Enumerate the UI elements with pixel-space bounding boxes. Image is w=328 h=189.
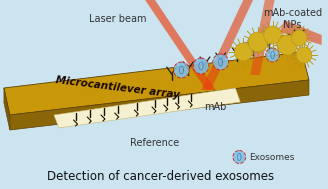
- Circle shape: [213, 54, 229, 70]
- Circle shape: [235, 43, 252, 61]
- Circle shape: [264, 26, 281, 44]
- Polygon shape: [250, 0, 275, 75]
- Circle shape: [266, 48, 279, 62]
- Text: Reference: Reference: [130, 138, 180, 148]
- Circle shape: [174, 62, 189, 78]
- Polygon shape: [4, 88, 10, 130]
- Circle shape: [291, 30, 307, 46]
- Circle shape: [277, 35, 297, 55]
- Circle shape: [296, 47, 312, 63]
- Text: Laser beam: Laser beam: [89, 14, 146, 24]
- Polygon shape: [279, 20, 322, 45]
- Circle shape: [193, 58, 209, 74]
- Text: Exosomes: Exosomes: [249, 153, 295, 161]
- Text: mAb: mAb: [205, 102, 227, 112]
- Circle shape: [233, 150, 246, 163]
- Polygon shape: [4, 52, 309, 115]
- Circle shape: [248, 32, 268, 52]
- Text: Detection of cancer-derived exosomes: Detection of cancer-derived exosomes: [47, 170, 275, 183]
- Polygon shape: [201, 0, 253, 90]
- Polygon shape: [10, 80, 309, 130]
- Text: mAb-coated
NPs: mAb-coated NPs: [263, 8, 322, 30]
- Text: Microcantilever array: Microcantilever array: [55, 75, 180, 101]
- Polygon shape: [54, 88, 240, 128]
- Polygon shape: [145, 0, 216, 90]
